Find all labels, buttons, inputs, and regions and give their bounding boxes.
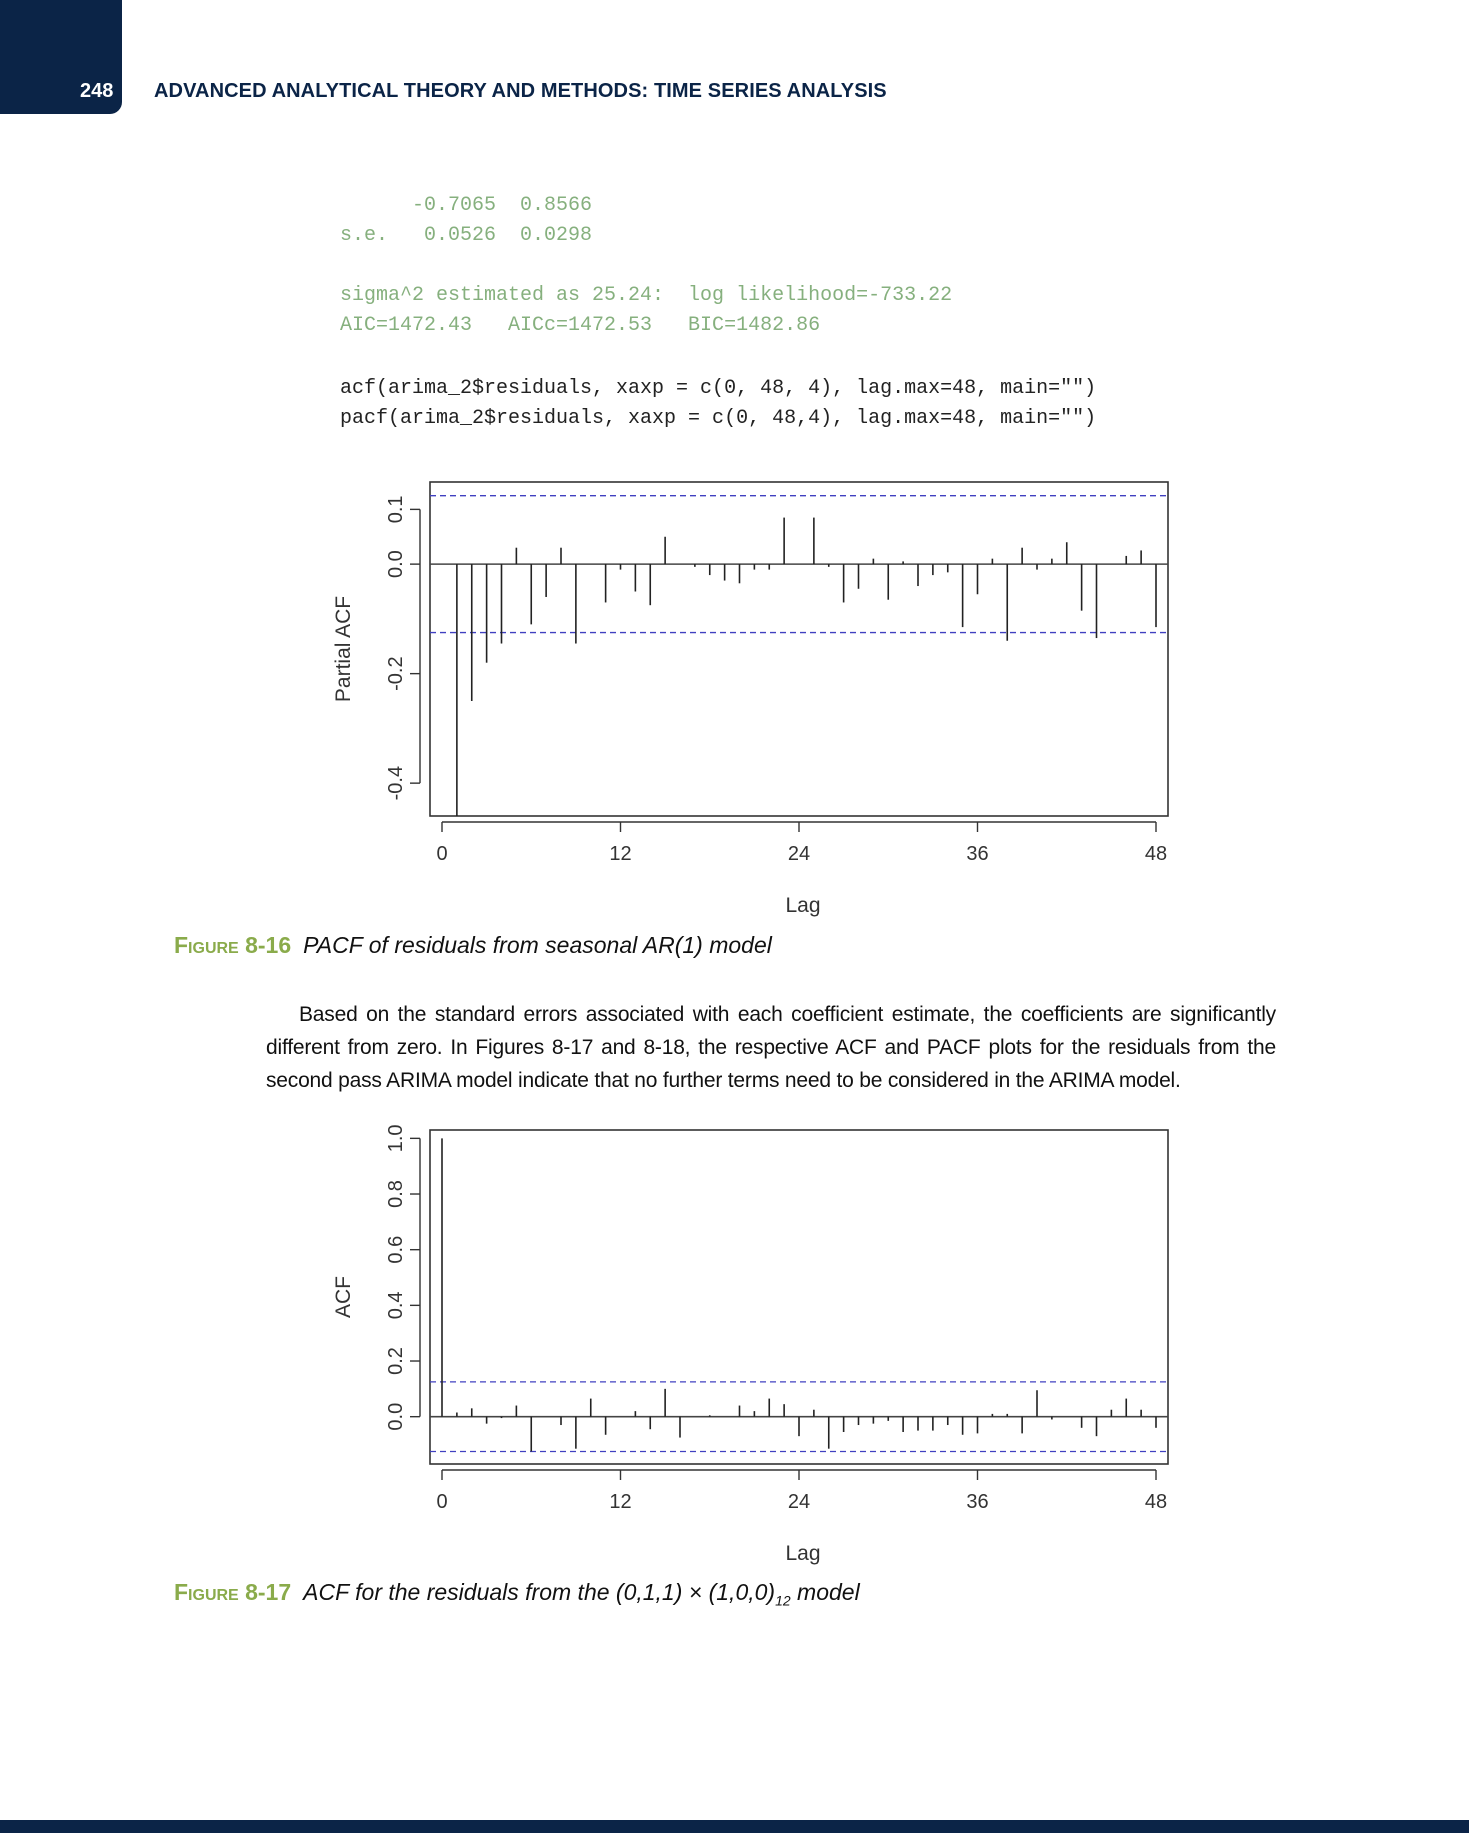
figure-17-caption-end: model [790, 1579, 860, 1605]
y-tick-label-4: 0.8 [385, 1180, 407, 1208]
y-axis-title: ACF [332, 1276, 355, 1318]
r-output-line: s.e. 0.0526 0.0298 [340, 224, 593, 247]
figure-17-caption-main: ACF for the residuals from the (0,1,1) ×… [303, 1579, 776, 1605]
x-tick-label-48: 48 [1145, 1491, 1167, 1513]
plot-frame [429, 481, 1169, 817]
body-paragraph: Based on the standard errors associated … [266, 1003, 1276, 1092]
y-tick-label-3: 0.1 [385, 495, 407, 523]
figure-17-caption-subscript: 12 [775, 1592, 791, 1609]
acf-plot-svg: 0 12 24 36 48 0.0 0.2 0.4 0.6 0.8 1.0 Lag ACF [332, 1124, 1169, 1565]
x-tick-label-24: 24 [788, 843, 810, 865]
r-code-block: acf(arima_2$residuals, xaxp = c(0, 48, 4… [340, 374, 1096, 434]
pacf-plot-svg: 0 12 24 36 48 -0.4 -0.2 0.0 0.1 Lag Partial ACF [332, 481, 1169, 917]
x-tick-label-0: 0 [436, 1491, 447, 1513]
x-tick-label-12: 12 [609, 843, 631, 865]
figure-16-caption-text: PACF of residuals from seasonal AR(1) mo… [303, 932, 772, 958]
x-tick-label-48: 48 [1145, 843, 1167, 865]
running-head: ADVANCED ANALYTICAL THEORY AND METHODS: … [154, 80, 887, 102]
x-tick-label-0: 0 [436, 843, 447, 865]
r-output-line: -0.7065 0.8566 [340, 194, 593, 217]
x-tick-label-12: 12 [609, 1491, 631, 1513]
acf-chart: 0 12 24 36 48 0.0 0.2 0.4 0.6 0.8 1.0 Lag ACF [320, 1118, 1180, 1583]
figure-17-label: Figure 8-17 [174, 1579, 292, 1605]
y-tick-label-0: 0.0 [385, 1403, 407, 1431]
y-tick-label-1: -0.2 [385, 656, 407, 690]
r-code-line: acf(arima_2$residuals, xaxp = c(0, 48, 4… [340, 377, 1097, 400]
figure-17-caption-text: ACF for the residuals from the (0,1,1) ×… [303, 1579, 860, 1609]
r-code-line: pacf(arima_2$residuals, xaxp = c(0, 48,4… [340, 407, 1097, 430]
y-axis-title: Partial ACF [332, 596, 355, 702]
x-tick-label-36: 36 [966, 1491, 988, 1513]
y-tick-label-2: 0.4 [385, 1291, 407, 1319]
figure-16-label: Figure 8-16 [174, 932, 292, 958]
figure-17-caption: Figure 8-17 ACF for the residuals from th… [174, 1579, 860, 1609]
y-tick-label-3: 0.6 [385, 1236, 407, 1264]
r-output-line: AIC=1472.43 AICc=1472.53 BIC=1482.86 [340, 314, 821, 337]
y-tick-label-2: 0.0 [385, 550, 407, 578]
plot-frame [429, 1129, 1169, 1465]
page-number-tab [0, 0, 122, 114]
x-tick-label-36: 36 [966, 843, 988, 865]
r-output-block: -0.7065 0.8566 s.e. 0.0526 0.0298 sigma^2… [340, 191, 952, 341]
pacf-chart: 0 12 24 36 48 -0.4 -0.2 0.0 0.1 Lag Partial ACF [320, 470, 1180, 935]
y-tick-label-1: 0.2 [385, 1347, 407, 1375]
bottom-bar [0, 1820, 1469, 1833]
x-axis-title: Lag [785, 1542, 820, 1565]
page-number: 248 [80, 80, 114, 102]
x-tick-label-24: 24 [788, 1491, 810, 1513]
y-tick-label-0: -0.4 [385, 766, 407, 800]
y-tick-label-5: 1.0 [385, 1124, 407, 1152]
x-axis-title: Lag [785, 894, 820, 917]
r-output-line [340, 251, 952, 281]
figure-16-caption: Figure 8-16 PACF of residuals from season… [174, 932, 772, 959]
r-output-line: sigma^2 estimated as 25.24: log likeliho… [340, 284, 953, 307]
